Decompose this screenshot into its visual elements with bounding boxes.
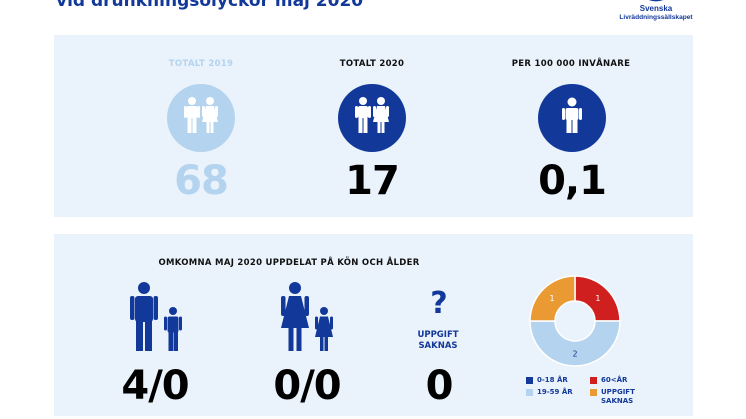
donut-slice-value-2: 1	[549, 294, 554, 303]
total-2020-value: 17	[345, 158, 400, 204]
unknown-label: UPPGIFT SAKNAS	[406, 330, 470, 352]
logo-text-line1: Svenska	[639, 4, 673, 13]
legend-swatch-3	[590, 389, 597, 396]
per-capita-value: 0,1	[538, 158, 607, 204]
total-2019-value: 68	[174, 158, 229, 204]
male-female-icon-2019	[167, 84, 235, 152]
women-stat: 0/0	[273, 363, 341, 409]
male-female-icon-2020	[338, 84, 406, 152]
total-2020-label: TOTALT 2020	[339, 59, 405, 69]
donut-slice-value-1: 2	[572, 350, 577, 359]
page-title: vid drunkningsolyckor maj 2020	[56, 0, 364, 11]
donut-slice-1	[529, 320, 621, 367]
age-donut-chart: 1 2 1	[529, 275, 621, 367]
breakdown-panel: OMKOMNA MAJ 2020 UPPDELAT PÅ KÖN OCH ÅLD…	[54, 234, 693, 416]
total-2019-label: TOTALT 2019	[168, 59, 234, 69]
legend-swatch-0	[526, 377, 533, 384]
legend-label-3: UPPGIFT SAKNAS	[601, 388, 635, 405]
man-and-boy-icon	[130, 282, 182, 351]
woman-and-girl-icon	[281, 282, 333, 351]
unknown-label-line1: UPPGIFT	[417, 330, 459, 340]
breakdown-title: OMKOMNA MAJ 2020 UPPDELAT PÅ KÖN OCH ÅLD…	[158, 258, 420, 268]
legend-label-1: 60<ÅR	[601, 376, 628, 384]
men-stat: 4/0	[121, 363, 189, 409]
legend-label-0: 0-18 ÅR	[537, 376, 568, 384]
legend-label-2: 19-59 ÅR	[537, 388, 573, 396]
legend-swatch-2	[526, 389, 533, 396]
logo-text-line2: Livräddningssällskapet	[619, 14, 693, 21]
question-mark-icon: ?	[430, 286, 448, 321]
unknown-label-line2: SAKNAS	[418, 341, 458, 351]
totals-panel: TOTALT 2019 68 TOTALT 2020	[54, 35, 693, 217]
donut-slice-2	[529, 275, 576, 322]
per-capita-label: PER 100 000 INVÅNARE	[511, 59, 631, 69]
legend-swatch-1	[590, 377, 597, 384]
donut-slice-value-0: 1	[595, 294, 600, 303]
unknown-stat: 0	[425, 363, 454, 409]
person-icon-per-capita	[538, 84, 606, 152]
logo: Svenska Livräddningssällskapet	[606, 0, 706, 26]
